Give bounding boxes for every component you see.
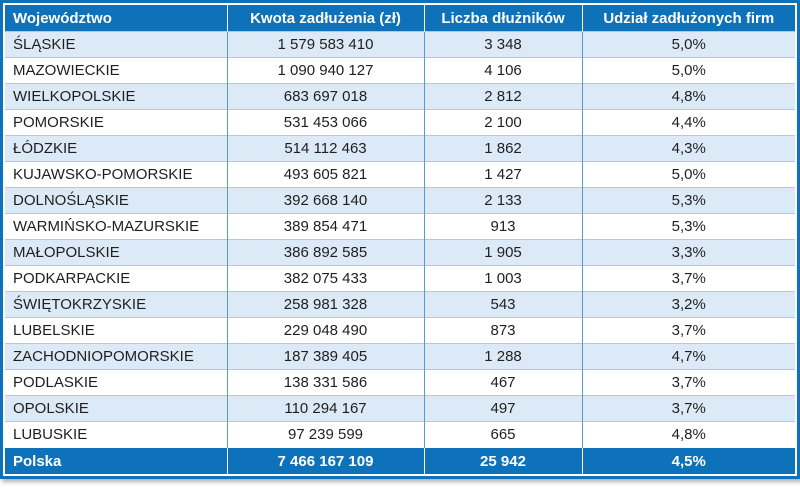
cell-voivodeship: ŚLĄSKIE <box>5 31 228 58</box>
cell-debt-amount: 258 981 328 <box>227 291 425 318</box>
table-row: WARMIŃSKO-MAZURSKIE 389 854 471 913 5,3% <box>5 213 795 240</box>
cell-debt-amount: 493 605 821 <box>227 161 425 188</box>
cell-debtors-count: 1 288 <box>424 343 583 370</box>
cell-debt-amount: 392 668 140 <box>227 187 425 214</box>
column-header-debt-share: Udział zadłużonych firm <box>582 5 795 32</box>
cell-debt-share: 3,7% <box>582 395 795 422</box>
cell-debtors-count: 4 106 <box>424 57 583 84</box>
cell-debt-share: 3,7% <box>582 317 795 344</box>
cell-debt-share: 3,7% <box>582 369 795 396</box>
cell-debt-share: 5,0% <box>582 161 795 188</box>
cell-debt-share: 4,8% <box>582 421 795 448</box>
table-body: ŚLĄSKIE 1 579 583 410 3 348 5,0% MAZOWIE… <box>5 31 795 448</box>
cell-debtors-count: 543 <box>424 291 583 318</box>
cell-debtors-count: 467 <box>424 369 583 396</box>
column-header-debtors-count: Liczba dłużników <box>424 5 583 32</box>
cell-debt-share: 4,7% <box>582 343 795 370</box>
cell-debtors-count: 913 <box>424 213 583 240</box>
cell-debtors-count: 2 133 <box>424 187 583 214</box>
cell-debtors-count: 2 812 <box>424 83 583 110</box>
voivodeship-debt-table: Województwo Kwota zadłużenia (zł) Liczba… <box>5 5 795 474</box>
table-footer: Polska 7 466 167 109 25 942 4,5% <box>5 447 795 474</box>
cell-debtors-count: 873 <box>424 317 583 344</box>
column-header-debt-amount: Kwota zadłużenia (zł) <box>227 5 425 32</box>
cell-voivodeship: PODLASKIE <box>5 369 228 396</box>
header-row: Województwo Kwota zadłużenia (zł) Liczba… <box>5 5 795 32</box>
cell-debt-share: 4,4% <box>582 109 795 136</box>
table-row: WIELKOPOLSKIE 683 697 018 2 812 4,8% <box>5 83 795 110</box>
cell-voivodeship: ŁÓDZKIE <box>5 135 228 162</box>
table-row: LUBUSKIE 97 239 599 665 4,8% <box>5 421 795 448</box>
table-row: LUBELSKIE 229 048 490 873 3,7% <box>5 317 795 344</box>
cell-voivodeship: MAŁOPOLSKIE <box>5 239 228 266</box>
cell-debtors-count: 1 427 <box>424 161 583 188</box>
cell-debt-amount: 138 331 586 <box>227 369 425 396</box>
cell-debtors-count: 2 100 <box>424 109 583 136</box>
table-row: DOLNOŚLĄSKIE 392 668 140 2 133 5,3% <box>5 187 795 214</box>
cell-voivodeship: OPOLSKIE <box>5 395 228 422</box>
cell-debtors-count: 665 <box>424 421 583 448</box>
cell-debt-amount: 110 294 167 <box>227 395 425 422</box>
cell-debt-amount: 531 453 066 <box>227 109 425 136</box>
cell-debt-amount: 382 075 433 <box>227 265 425 292</box>
table-row: PODLASKIE 138 331 586 467 3,7% <box>5 369 795 396</box>
total-debt-amount: 7 466 167 109 <box>227 447 425 474</box>
cell-debt-amount: 1 090 940 127 <box>227 57 425 84</box>
cell-debt-amount: 514 112 463 <box>227 135 425 162</box>
table-row: ŚWIĘTOKRZYSKIE 258 981 328 543 3,2% <box>5 291 795 318</box>
cell-debt-share: 5,3% <box>582 213 795 240</box>
cell-debtors-count: 3 348 <box>424 31 583 58</box>
cell-debt-share: 5,3% <box>582 187 795 214</box>
cell-voivodeship: WIELKOPOLSKIE <box>5 83 228 110</box>
table-row: MAZOWIECKIE 1 090 940 127 4 106 5,0% <box>5 57 795 84</box>
cell-voivodeship: MAZOWIECKIE <box>5 57 228 84</box>
cell-debtors-count: 1 003 <box>424 265 583 292</box>
cell-debt-share: 3,7% <box>582 265 795 292</box>
cell-voivodeship: LUBELSKIE <box>5 317 228 344</box>
cell-debt-amount: 97 239 599 <box>227 421 425 448</box>
cell-debt-amount: 386 892 585 <box>227 239 425 266</box>
cell-debt-share: 4,3% <box>582 135 795 162</box>
table-row: KUJAWSKO-POMORSKIE 493 605 821 1 427 5,0… <box>5 161 795 188</box>
table-row: ZACHODNIOPOMORSKIE 187 389 405 1 288 4,7… <box>5 343 795 370</box>
table-row: OPOLSKIE 110 294 167 497 3,7% <box>5 395 795 422</box>
cell-voivodeship: WARMIŃSKO-MAZURSKIE <box>5 213 228 240</box>
table-row: PODKARPACKIE 382 075 433 1 003 3,7% <box>5 265 795 292</box>
cell-debt-amount: 683 697 018 <box>227 83 425 110</box>
cell-debtors-count: 497 <box>424 395 583 422</box>
cell-voivodeship: ŚWIĘTOKRZYSKIE <box>5 291 228 318</box>
cell-voivodeship: LUBUSKIE <box>5 421 228 448</box>
cell-debt-share: 3,2% <box>582 291 795 318</box>
cell-voivodeship: DOLNOŚLĄSKIE <box>5 187 228 214</box>
cell-debt-share: 5,0% <box>582 31 795 58</box>
table-row: POMORSKIE 531 453 066 2 100 4,4% <box>5 109 795 136</box>
cell-debt-share: 4,8% <box>582 83 795 110</box>
table-row: ŁÓDZKIE 514 112 463 1 862 4,3% <box>5 135 795 162</box>
total-debtors-count: 25 942 <box>424 447 583 474</box>
cell-debt-amount: 187 389 405 <box>227 343 425 370</box>
cell-voivodeship: POMORSKIE <box>5 109 228 136</box>
cell-debtors-count: 1 862 <box>424 135 583 162</box>
debt-table-container: Województwo Kwota zadłużenia (zł) Liczba… <box>0 0 800 479</box>
cell-voivodeship: ZACHODNIOPOMORSKIE <box>5 343 228 370</box>
cell-debt-share: 5,0% <box>582 57 795 84</box>
cell-voivodeship: PODKARPACKIE <box>5 265 228 292</box>
total-row: Polska 7 466 167 109 25 942 4,5% <box>5 447 795 474</box>
total-label: Polska <box>5 447 228 474</box>
cell-debt-amount: 389 854 471 <box>227 213 425 240</box>
cell-debtors-count: 1 905 <box>424 239 583 266</box>
cell-debt-amount: 1 579 583 410 <box>227 31 425 58</box>
table-header: Województwo Kwota zadłużenia (zł) Liczba… <box>5 5 795 32</box>
total-debt-share: 4,5% <box>582 447 795 474</box>
table-row: MAŁOPOLSKIE 386 892 585 1 905 3,3% <box>5 239 795 266</box>
cell-debt-amount: 229 048 490 <box>227 317 425 344</box>
column-header-voivodeship: Województwo <box>5 5 228 32</box>
cell-debt-share: 3,3% <box>582 239 795 266</box>
table-row: ŚLĄSKIE 1 579 583 410 3 348 5,0% <box>5 31 795 58</box>
cell-voivodeship: KUJAWSKO-POMORSKIE <box>5 161 228 188</box>
